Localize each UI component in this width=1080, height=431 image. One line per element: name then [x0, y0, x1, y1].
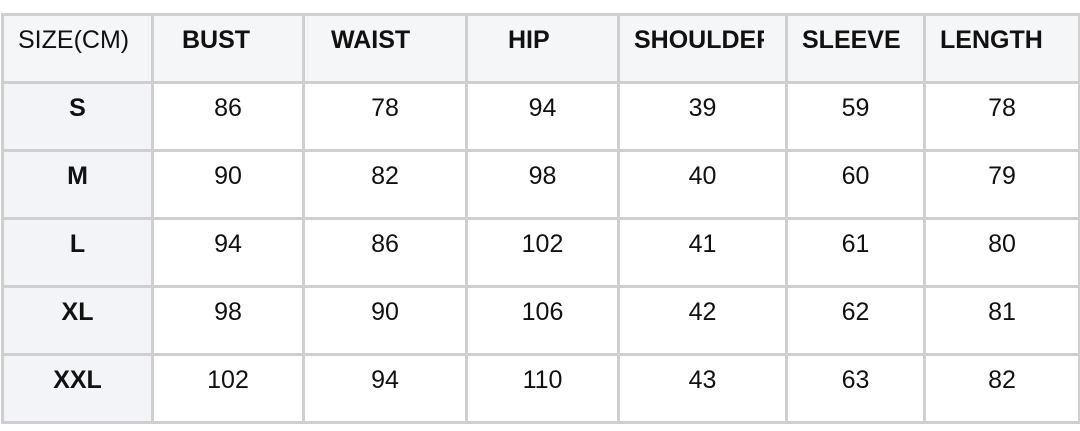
size-chart-table: SIZE(CM) BUST WAIST HIP SHOULDER SLEEVE …: [1, 13, 1080, 424]
header-row: SIZE(CM) BUST WAIST HIP SHOULDER SLEEVE …: [1, 13, 1080, 84]
measurement-cell: 90: [151, 149, 305, 220]
measurement-cell: 82: [923, 353, 1080, 424]
measurement-cell: 80: [923, 217, 1080, 288]
header-length: LENGTH: [923, 13, 1080, 84]
size-label-cell: M: [1, 149, 154, 220]
measurement-cell: 59: [785, 81, 926, 152]
measurement-cell: 62: [785, 285, 926, 356]
measurement-cell: 94: [302, 353, 468, 424]
size-label-cell: L: [1, 217, 154, 288]
header-hip: HIP: [465, 13, 620, 84]
header-label: SHOULDER: [634, 26, 764, 54]
measurement-cell: 61: [785, 217, 926, 288]
table-row: M 90 82 98 40 60 79: [1, 149, 1080, 220]
size-label-cell: XL: [1, 285, 154, 356]
measurement-cell: 98: [465, 149, 620, 220]
table-row: XXL 102 94 110 43 63 82: [1, 353, 1080, 424]
measurement-cell: 110: [465, 353, 620, 424]
measurement-cell: 43: [617, 353, 788, 424]
size-label-cell: XXL: [1, 353, 154, 424]
measurement-cell: 60: [785, 149, 926, 220]
table-row: XL 98 90 106 42 62 81: [1, 285, 1080, 356]
measurement-cell: 102: [151, 353, 305, 424]
measurement-cell: 78: [302, 81, 468, 152]
header-waist: WAIST: [302, 13, 468, 84]
measurement-cell: 39: [617, 81, 788, 152]
table-row: L 94 86 102 41 61 80: [1, 217, 1080, 288]
table-row: S 86 78 94 39 59 78: [1, 81, 1080, 152]
measurement-cell: 86: [302, 217, 468, 288]
measurement-cell: 81: [923, 285, 1080, 356]
measurement-cell: 90: [302, 285, 468, 356]
measurement-cell: 86: [151, 81, 305, 152]
measurement-cell: 94: [465, 81, 620, 152]
measurement-cell: 106: [465, 285, 620, 356]
measurement-cell: 41: [617, 217, 788, 288]
measurement-cell: 42: [617, 285, 788, 356]
header-label: SIZE(CM): [18, 26, 130, 54]
measurement-cell: 82: [302, 149, 468, 220]
measurement-cell: 102: [465, 217, 620, 288]
header-bust: BUST: [151, 13, 305, 84]
measurement-cell: 78: [923, 81, 1080, 152]
measurement-cell: 40: [617, 149, 788, 220]
size-label-cell: S: [1, 81, 154, 152]
measurement-cell: 98: [151, 285, 305, 356]
measurement-cell: 94: [151, 217, 305, 288]
header-size: SIZE(CM): [1, 13, 154, 84]
measurement-cell: 79: [923, 149, 1080, 220]
header-sleeve: SLEEVE: [785, 13, 926, 84]
measurement-cell: 63: [785, 353, 926, 424]
header-shoulder: SHOULDER: [617, 13, 788, 84]
